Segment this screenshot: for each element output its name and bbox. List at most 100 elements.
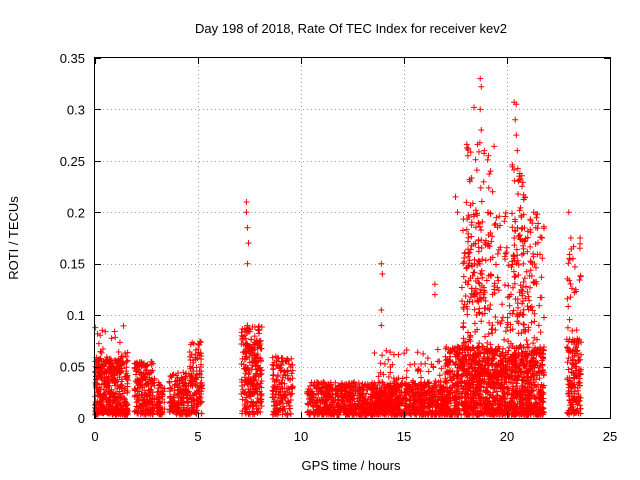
data-point bbox=[527, 229, 534, 236]
data-point bbox=[567, 235, 574, 241]
data-point bbox=[177, 393, 184, 400]
data-point bbox=[124, 380, 131, 387]
data-point bbox=[494, 250, 501, 257]
data-point bbox=[114, 357, 121, 364]
y-tick-label: 0 bbox=[78, 411, 85, 426]
data-point bbox=[246, 367, 253, 374]
data-point bbox=[181, 383, 188, 390]
data-point bbox=[123, 408, 130, 415]
data-point bbox=[182, 370, 189, 377]
data-point bbox=[94, 389, 101, 396]
data-point bbox=[198, 353, 205, 360]
data-point bbox=[108, 386, 115, 393]
data-point bbox=[145, 387, 152, 394]
data-point bbox=[146, 387, 153, 394]
data-point bbox=[537, 294, 544, 301]
data-point bbox=[425, 368, 432, 375]
data-point bbox=[95, 372, 102, 379]
y-axis-label: ROTI / TECUs bbox=[6, 196, 21, 280]
data-point bbox=[477, 184, 484, 191]
data-point bbox=[194, 387, 201, 394]
data-point bbox=[385, 373, 392, 380]
data-point bbox=[160, 388, 167, 395]
data-point bbox=[192, 346, 199, 353]
data-point bbox=[434, 346, 441, 353]
data-point bbox=[486, 170, 493, 177]
data-point bbox=[286, 405, 293, 412]
data-point bbox=[495, 246, 502, 253]
x-axis-label: GPS time / hours bbox=[302, 458, 401, 473]
data-point bbox=[131, 387, 138, 394]
data-point bbox=[148, 376, 155, 383]
data-point bbox=[243, 209, 250, 216]
data-point bbox=[105, 379, 112, 386]
data-point bbox=[377, 360, 384, 367]
data-point bbox=[109, 360, 116, 367]
data-point bbox=[485, 184, 492, 191]
data-point bbox=[514, 252, 521, 259]
data-point bbox=[494, 319, 501, 326]
data-point bbox=[489, 188, 496, 195]
data-point bbox=[132, 371, 139, 378]
data-point bbox=[471, 306, 478, 313]
data-point bbox=[565, 209, 572, 216]
data-point bbox=[109, 394, 116, 401]
data-point bbox=[98, 363, 105, 370]
data-point bbox=[153, 404, 160, 411]
data-point bbox=[515, 330, 522, 337]
data-point bbox=[174, 405, 181, 412]
data-point bbox=[244, 224, 251, 231]
data-point bbox=[99, 345, 106, 352]
data-point bbox=[98, 374, 105, 381]
data-point bbox=[289, 385, 296, 392]
data-point bbox=[189, 382, 196, 389]
data-point bbox=[480, 178, 487, 185]
chart-title: Day 198 of 2018, Rate Of TEC Index for r… bbox=[195, 21, 507, 36]
data-point bbox=[475, 248, 482, 255]
data-point bbox=[179, 379, 186, 386]
data-point bbox=[488, 326, 495, 333]
data-point bbox=[257, 398, 264, 405]
data-point bbox=[141, 396, 148, 403]
data-point bbox=[528, 303, 535, 310]
data-point bbox=[245, 240, 252, 247]
data-point bbox=[418, 361, 425, 368]
data-point bbox=[418, 374, 425, 381]
data-point bbox=[197, 399, 204, 406]
data-point bbox=[489, 330, 496, 337]
data-point bbox=[239, 396, 246, 403]
data-point bbox=[496, 213, 503, 220]
data-point bbox=[107, 364, 114, 371]
data-point bbox=[461, 250, 468, 257]
data-point bbox=[142, 400, 149, 407]
data-point bbox=[133, 379, 140, 386]
data-point bbox=[275, 388, 282, 395]
data-point bbox=[186, 349, 193, 356]
data-point bbox=[111, 372, 118, 379]
data-point bbox=[255, 342, 262, 349]
x-tick-label: 15 bbox=[397, 429, 411, 444]
data-point bbox=[460, 335, 467, 342]
data-point bbox=[161, 385, 168, 392]
data-point bbox=[134, 398, 141, 405]
data-point bbox=[135, 410, 142, 417]
data-point bbox=[485, 330, 492, 337]
data-point bbox=[187, 392, 194, 399]
data-point bbox=[519, 300, 526, 307]
data-point bbox=[571, 263, 578, 270]
data-point bbox=[247, 349, 254, 356]
data-point bbox=[186, 377, 193, 384]
data-point bbox=[487, 168, 494, 175]
data-point bbox=[491, 143, 498, 150]
data-point bbox=[567, 281, 574, 288]
data-point bbox=[242, 335, 249, 342]
data-point bbox=[146, 409, 153, 416]
data-point bbox=[513, 132, 520, 139]
data-point bbox=[254, 365, 261, 372]
data-point bbox=[493, 214, 500, 221]
data-point bbox=[288, 370, 295, 377]
data-point bbox=[114, 385, 121, 392]
data-point bbox=[576, 277, 583, 284]
data-point bbox=[123, 364, 130, 371]
